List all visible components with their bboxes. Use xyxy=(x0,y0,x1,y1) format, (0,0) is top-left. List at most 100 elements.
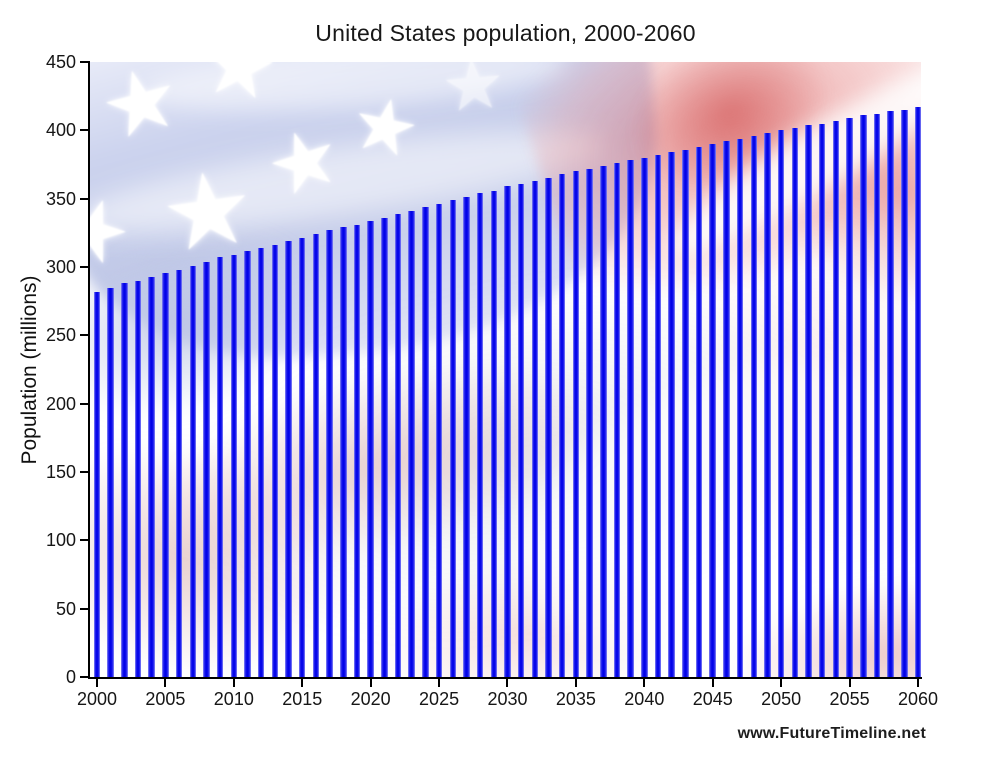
bar-2006 xyxy=(175,269,183,677)
bar-2035 xyxy=(572,171,580,677)
x-tick-2050 xyxy=(780,679,783,687)
bar-2004 xyxy=(148,276,155,677)
bar-2030 xyxy=(504,186,511,677)
x-tick-2040 xyxy=(643,679,646,687)
x-tick-label-2000: 2000 xyxy=(76,689,118,709)
x-tick-label-2025: 2025 xyxy=(419,689,460,709)
bar-2014 xyxy=(285,241,292,677)
bar-2032 xyxy=(531,180,539,677)
bar-2028 xyxy=(476,193,484,677)
bar-2042 xyxy=(668,152,675,677)
bar-2055 xyxy=(846,118,853,677)
x-tick-label-2060: 2060 xyxy=(897,689,938,709)
bar-2008 xyxy=(203,261,210,677)
bar-2060 xyxy=(914,107,921,677)
bar-2025 xyxy=(435,204,443,677)
x-tick-2005 xyxy=(164,679,167,687)
y-tick-50 xyxy=(80,607,88,610)
bar-2016 xyxy=(312,234,320,677)
x-tick-2035 xyxy=(574,679,577,687)
watermark-url: www.FutureTimeline.net xyxy=(737,725,926,742)
bar-2015 xyxy=(298,238,306,677)
bar-2039 xyxy=(627,160,634,677)
bar-2052 xyxy=(805,124,812,677)
bar-2001 xyxy=(107,287,114,677)
x-tick-label-2055: 2055 xyxy=(829,689,870,709)
x-tick-label-2035: 2035 xyxy=(555,689,596,709)
x-tick-2010 xyxy=(232,679,235,687)
bar-2009 xyxy=(216,257,224,677)
bar-2046 xyxy=(723,141,730,677)
bar-2003 xyxy=(134,280,142,677)
bar-2031 xyxy=(517,183,525,677)
y-tick-label-100: 100 xyxy=(45,530,76,551)
bar-2026 xyxy=(449,200,457,677)
y-tick-label-50: 50 xyxy=(55,598,76,619)
bar-2033 xyxy=(545,178,552,677)
bar-2038 xyxy=(613,163,621,677)
x-tick-2045 xyxy=(711,679,714,687)
bar-2017 xyxy=(326,230,333,677)
bar-2041 xyxy=(654,154,662,677)
bar-2002 xyxy=(121,283,128,677)
bar-2036 xyxy=(586,168,593,677)
bar-2054 xyxy=(832,120,840,677)
bar-2047 xyxy=(736,138,744,677)
bar-2053 xyxy=(818,123,826,677)
bar-2022 xyxy=(394,213,402,677)
y-tick-200 xyxy=(80,402,88,405)
bar-2048 xyxy=(750,135,758,677)
bar-2029 xyxy=(490,190,498,677)
bar-2019 xyxy=(353,224,361,677)
bar-2050 xyxy=(777,130,785,677)
y-tick-450 xyxy=(80,61,88,63)
y-tick-250 xyxy=(80,334,88,337)
y-tick-0 xyxy=(80,676,88,678)
bar-2005 xyxy=(162,272,169,677)
bar-2043 xyxy=(682,149,689,677)
x-tick-2015 xyxy=(301,679,304,687)
bar-2013 xyxy=(271,245,279,677)
flag-star-icon: ★ xyxy=(438,62,509,127)
y-axis-label: Population (millions) xyxy=(18,275,41,465)
x-tick-2060 xyxy=(916,679,919,687)
flag-star-icon: ★ xyxy=(195,62,284,118)
bar-2040 xyxy=(641,157,648,677)
bar-2034 xyxy=(558,174,566,677)
bar-2000 xyxy=(93,291,101,677)
bar-2007 xyxy=(189,265,197,677)
bar-2011 xyxy=(244,250,251,677)
y-tick-label-400: 400 xyxy=(45,120,76,141)
bar-2045 xyxy=(709,144,716,677)
bar-2024 xyxy=(422,206,429,677)
x-tick-2030 xyxy=(506,679,509,687)
y-tick-label-250: 250 xyxy=(45,325,76,346)
y-tick-150 xyxy=(80,471,88,473)
bar-2023 xyxy=(408,211,415,677)
bar-2056 xyxy=(860,115,867,677)
bar-2057 xyxy=(873,113,881,677)
x-tick-label-2005: 2005 xyxy=(145,689,186,709)
x-tick-label-2030: 2030 xyxy=(487,689,528,709)
x-tick-2020 xyxy=(369,679,372,687)
bar-2021 xyxy=(381,217,388,677)
x-axis-line xyxy=(88,677,922,679)
bar-2012 xyxy=(257,247,265,677)
x-tick-label-2020: 2020 xyxy=(350,689,391,709)
bar-2027 xyxy=(463,197,470,677)
y-tick-label-0: 0 xyxy=(65,667,76,687)
x-tick-2025 xyxy=(438,679,441,687)
y-tick-label-200: 200 xyxy=(45,393,76,414)
bar-2044 xyxy=(695,146,703,677)
x-tick-label-2015: 2015 xyxy=(282,689,323,709)
y-tick-label-450: 450 xyxy=(45,52,76,72)
bar-2010 xyxy=(230,254,238,677)
y-tick-label-300: 300 xyxy=(45,257,76,277)
x-tick-label-2010: 2010 xyxy=(213,689,254,709)
x-tick-label-2050: 2050 xyxy=(761,689,802,709)
y-axis-line xyxy=(88,61,90,679)
bar-2020 xyxy=(367,220,374,677)
x-tick-label-2040: 2040 xyxy=(624,689,665,709)
x-tick-2055 xyxy=(848,679,851,687)
plot-area: ★ ★ ★ ★ ★ ★ ★ xyxy=(90,62,921,677)
